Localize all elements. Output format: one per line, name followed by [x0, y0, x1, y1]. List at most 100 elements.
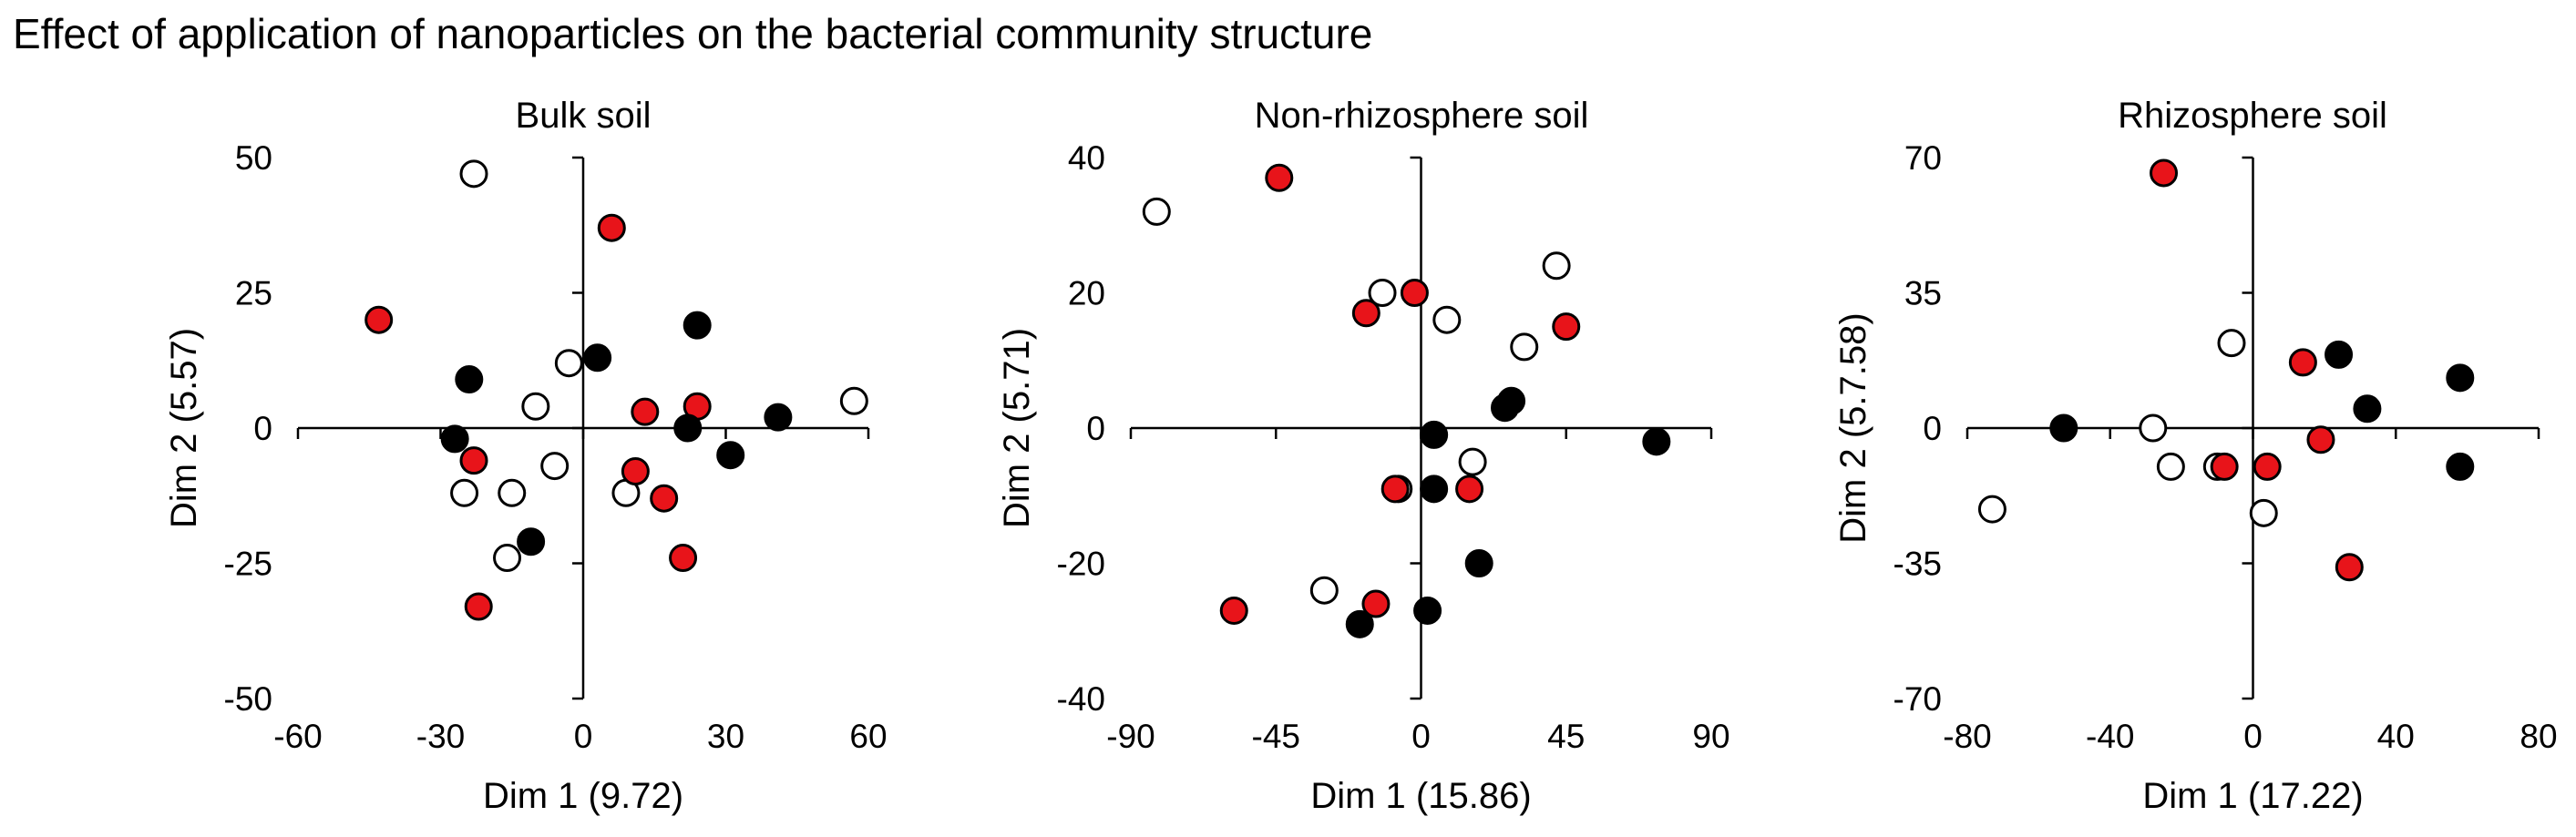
- data-point-black: [1642, 427, 1671, 456]
- x-tick-label: 90: [1692, 718, 1729, 755]
- data-point-red: [459, 446, 488, 475]
- panel-1: Bulk soil -60 -30 0 30 60 -50 -25 0 25 50 Dim 1 (9.…: [164, 96, 888, 816]
- data-point-open: [1977, 495, 2006, 524]
- y-tick-label: 25: [235, 275, 272, 312]
- data-point-open: [2217, 329, 2246, 358]
- data-point-red: [1351, 299, 1380, 328]
- data-point-red: [1400, 279, 1429, 307]
- data-point-open: [839, 386, 868, 415]
- y-tick-label: 0: [253, 410, 272, 447]
- x-tick-label: 0: [574, 718, 593, 755]
- data-point-open: [1542, 251, 1571, 281]
- data-point-open: [1309, 576, 1339, 605]
- x-tick-label: 30: [707, 718, 744, 755]
- panel-title: Rhizosphere soil: [2118, 96, 2387, 136]
- data-point-red: [2150, 158, 2179, 188]
- y-tick-label: 0: [1923, 410, 1942, 447]
- data-point-black: [682, 311, 712, 340]
- x-tick-label: -90: [1106, 718, 1155, 755]
- data-point-black: [1497, 386, 1526, 415]
- x-axis-title: Dim 1 (15.86): [1310, 776, 1531, 816]
- data-point-red: [2253, 452, 2282, 481]
- y-tick-label: 35: [1904, 275, 1942, 312]
- panel-title: Non-rhizosphere soil: [1255, 96, 1589, 136]
- data-point-open: [450, 478, 479, 507]
- data-point-open: [2139, 413, 2168, 443]
- y-tick-label: 0: [1086, 410, 1105, 447]
- data-point-black: [517, 527, 546, 556]
- panel-2: Non-rhizosphere soil -90 -45 0 45 90 -40 -20 0 20…: [997, 96, 1730, 816]
- data-point-open: [459, 159, 488, 189]
- data-point-open: [1368, 279, 1397, 307]
- data-point-black: [2446, 452, 2475, 481]
- x-tick-label: 0: [1411, 718, 1431, 755]
- y-tick-label: 20: [1068, 275, 1105, 312]
- y-axis-title: Dim 2 (5.71): [997, 328, 1037, 528]
- data-point-black: [1464, 549, 1493, 577]
- data-point-red: [1455, 475, 1484, 504]
- y-tick-label: 70: [1904, 139, 1942, 177]
- data-point-red: [621, 457, 650, 486]
- x-tick-label: 45: [1547, 718, 1585, 755]
- x-tick-label: -45: [1252, 718, 1300, 755]
- data-point-open: [540, 452, 570, 481]
- data-point-red: [650, 484, 679, 513]
- data-point-red: [2210, 452, 2239, 481]
- data-point-red: [2288, 348, 2317, 377]
- x-tick-label: -80: [1943, 718, 1991, 755]
- x-tick-label: -40: [2086, 718, 2134, 755]
- data-point-black: [673, 413, 703, 443]
- data-point-black: [2325, 340, 2354, 369]
- data-point-open: [2156, 452, 2185, 481]
- data-point-red: [1219, 596, 1248, 625]
- data-point-open: [2249, 498, 2278, 527]
- y-tick-label: 40: [1068, 139, 1105, 177]
- data-point-red: [1265, 163, 1294, 192]
- data-point-red: [2306, 425, 2335, 454]
- data-point-red: [464, 592, 493, 621]
- data-point-black: [1420, 475, 1449, 504]
- y-axis-title: Dim 2 (5.57): [164, 328, 204, 528]
- data-point-red: [631, 397, 660, 426]
- data-point-black: [1420, 420, 1449, 449]
- data-point-black: [440, 424, 469, 454]
- data-point-red: [1361, 589, 1391, 618]
- x-tick-label: 40: [2377, 718, 2415, 755]
- data-point-open: [493, 544, 522, 573]
- x-tick-label: 60: [849, 718, 887, 755]
- x-axis-title: Dim 1 (17.22): [2142, 776, 2363, 816]
- y-tick-label: -50: [224, 680, 272, 718]
- data-point-open: [521, 392, 550, 421]
- data-point-black: [764, 403, 793, 432]
- x-axis-title: Dim 1 (9.72): [483, 776, 683, 816]
- x-tick-label: 0: [2243, 718, 2263, 755]
- data-point-red: [597, 213, 626, 242]
- data-point-red: [1552, 312, 1581, 342]
- y-tick-label: 50: [235, 139, 272, 177]
- data-point-black: [1413, 596, 1442, 625]
- panel-title: Bulk soil: [516, 96, 652, 136]
- y-tick-label: -25: [224, 546, 272, 583]
- data-point-black: [2049, 413, 2078, 443]
- data-point-black: [2353, 394, 2382, 424]
- x-tick-label: -60: [273, 718, 322, 755]
- y-tick-label: -40: [1057, 680, 1105, 718]
- data-point-black: [455, 365, 484, 394]
- data-point-open: [498, 478, 527, 507]
- x-tick-label: -30: [416, 718, 465, 755]
- y-tick-label: -70: [1894, 680, 1942, 718]
- data-point-open: [1142, 197, 1171, 226]
- y-tick-label: -35: [1894, 546, 1942, 583]
- data-point-open: [1510, 332, 1539, 362]
- figure-title: Effect of application of nanoparticles o…: [13, 10, 1373, 57]
- panel-3: Rhizosphere soil -80 -40 0 40 80 -70 -35 0 35 70 Di…: [1833, 96, 2558, 816]
- data-point-red: [364, 305, 394, 334]
- data-point-red: [669, 544, 698, 573]
- data-point-black: [2446, 363, 2475, 393]
- data-point-red: [1380, 475, 1410, 504]
- y-tick-label: -20: [1057, 546, 1105, 583]
- data-point-open: [1458, 447, 1487, 476]
- data-point-red: [2335, 553, 2364, 582]
- y-axis-title: Dim 2 (5.7.58): [1833, 312, 1873, 543]
